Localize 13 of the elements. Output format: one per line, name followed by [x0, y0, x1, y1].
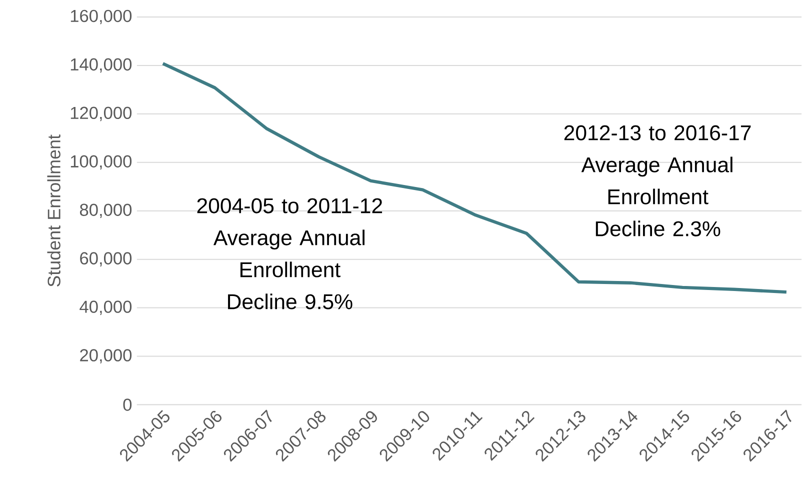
- annotation: 2012-13 to 2016-17 Average Annual Enrollment Decline 2.3%: [564, 125, 751, 236]
- y-tick-label: 160,000: [70, 10, 132, 24]
- line-series: [161, 62, 788, 294]
- y-tick-label: 100,000: [70, 155, 132, 170]
- y-tick-label: 80,000: [80, 204, 132, 218]
- y-tick-label: 0: [123, 398, 132, 412]
- annotation: 2004-05 to 2011-12 Average Annual Enrollment Decline 9.5%: [197, 198, 382, 310]
- y-tick-label: 60,000: [80, 252, 132, 267]
- y-tick-label: 140,000: [70, 58, 132, 73]
- y-tick-label: 120,000: [70, 106, 132, 122]
- y-tick-label: 20,000: [80, 349, 132, 364]
- y-axis-title: Student Enrollment: [47, 134, 60, 287]
- y-tick-label: 40,000: [80, 300, 132, 316]
